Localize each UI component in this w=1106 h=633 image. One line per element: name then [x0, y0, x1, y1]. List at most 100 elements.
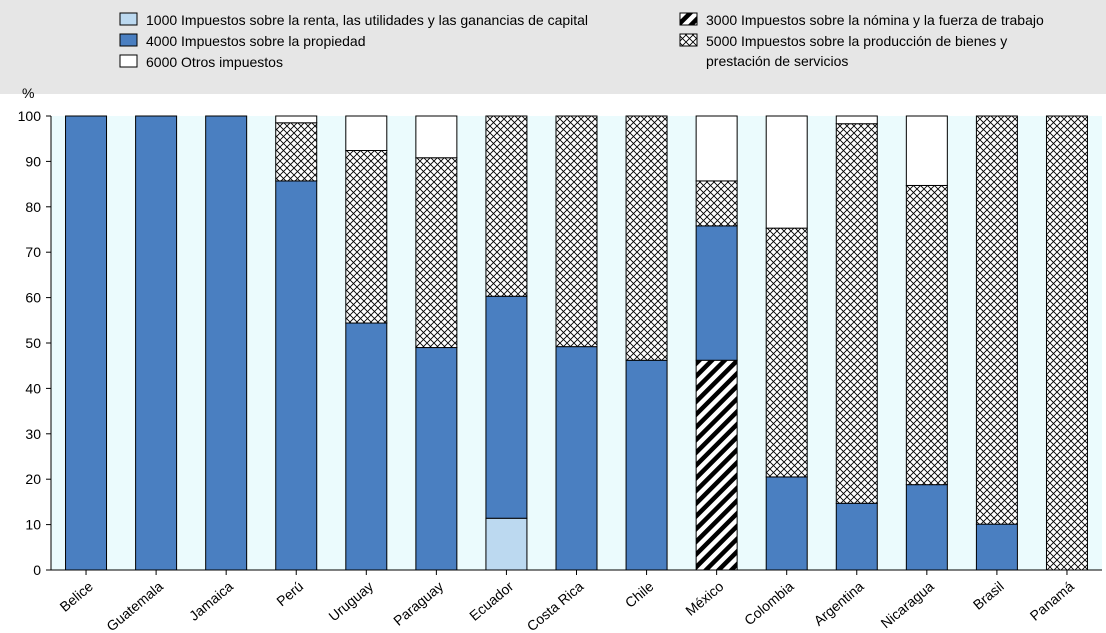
bar-stack-guatemala — [135, 115, 178, 571]
x-tick-label: Uruguay — [325, 578, 376, 624]
plot-stripe — [807, 116, 837, 570]
bar-segment-5000 — [555, 115, 598, 348]
bar-segment-5000 — [765, 227, 808, 478]
bar-stack-ecuador — [485, 115, 528, 571]
plot-stripe — [667, 116, 697, 570]
legend-swatch-4000 — [119, 33, 138, 47]
bar-segment-4000 — [135, 115, 178, 571]
bar-segment-6000 — [345, 115, 388, 152]
y-axis-unit: % — [22, 85, 34, 101]
x-tick-label: Brasil — [970, 578, 1007, 613]
plot-stripe — [316, 116, 346, 570]
bar-segment-6000 — [835, 115, 878, 125]
bar-segment-6000 — [695, 115, 738, 182]
bar-segment-4000 — [555, 346, 598, 571]
bar-stack-panamá — [1045, 115, 1088, 571]
x-tick-label: Nicaragua — [878, 578, 937, 631]
bar-segment-4000 — [695, 225, 738, 361]
bar-stack-perú — [275, 115, 318, 571]
plot-stripe — [526, 116, 556, 570]
bar-segment-5000 — [345, 150, 388, 324]
bar-segment-3000 — [695, 359, 738, 571]
bar-stack-uruguay — [345, 115, 388, 571]
y-tick-label: 80 — [25, 199, 41, 215]
bar-segment-4000 — [485, 295, 528, 519]
x-tick-label: Costa Rica — [524, 578, 587, 633]
legend: 1000 Impuestos sobre la renta, las utili… — [0, 0, 1106, 94]
bar-segment-6000 — [275, 115, 318, 124]
bar-stack-colombia — [765, 115, 808, 571]
plot-stripe — [386, 116, 416, 570]
bar-segment-1000 — [485, 517, 528, 571]
bar-segment-4000 — [975, 523, 1018, 571]
bar-segment-4000 — [415, 347, 458, 571]
legend-label-6000: 6000 Otros impuestos — [146, 54, 283, 70]
bar-segment-6000 — [765, 115, 808, 229]
plot-stripe — [1087, 116, 1102, 570]
y-tick-label: 0 — [33, 562, 41, 578]
plot-stripe — [246, 116, 276, 570]
bar-stack-méxico — [695, 115, 738, 571]
plot-stripe — [1017, 116, 1047, 570]
bar-segment-4000 — [765, 476, 808, 571]
plot-stripe — [106, 116, 136, 570]
legend-swatch-6000 — [119, 54, 138, 68]
bar-stack-argentina — [835, 115, 878, 571]
bar-stack-nicaragua — [905, 115, 948, 571]
bar-segment-5000 — [905, 184, 948, 486]
y-tick-label: 10 — [25, 517, 41, 533]
x-tick-label: Paraguay — [390, 578, 446, 629]
bar-stack-brasil — [975, 115, 1018, 571]
legend-swatch-1000 — [119, 12, 138, 26]
plot-stripe — [947, 116, 977, 570]
y-tick-label: 50 — [25, 335, 41, 351]
legend-swatch-3000 — [679, 12, 698, 26]
bar-segment-5000 — [1045, 115, 1088, 571]
bar-segment-5000 — [625, 115, 668, 361]
legend-label-5000: prestación de servicios — [706, 53, 848, 69]
bar-segment-5000 — [975, 115, 1018, 525]
bar-stack-belice — [65, 115, 108, 571]
x-tick-label: Argentina — [810, 578, 866, 629]
legend-label-1000: 1000 Impuestos sobre la renta, las utili… — [146, 12, 588, 28]
bar-segment-5000 — [695, 180, 738, 227]
y-tick-label: 30 — [25, 426, 41, 442]
legend-label-5000: 5000 Impuestos sobre la producción de bi… — [706, 33, 1007, 49]
bar-segment-6000 — [415, 115, 458, 159]
legend-label-4000: 4000 Impuestos sobre la propiedad — [146, 33, 365, 49]
bar-stack-paraguay — [415, 115, 458, 571]
bar-segment-5000 — [835, 123, 878, 504]
x-tick-label: Ecuador — [466, 578, 516, 624]
y-tick-label: 60 — [25, 290, 41, 306]
x-tick-label: Colombia — [741, 578, 797, 628]
bar-stack-costa-rica — [555, 115, 598, 571]
bar-segment-6000 — [905, 115, 948, 186]
y-tick-label: 70 — [25, 244, 41, 260]
bar-segment-4000 — [345, 322, 388, 571]
plot-stripe — [176, 116, 206, 570]
x-tick-label: Jamaica — [186, 578, 236, 624]
bar-segment-4000 — [625, 359, 668, 571]
x-tick-label: México — [682, 578, 726, 619]
bar-segment-4000 — [205, 115, 248, 571]
bar-segment-4000 — [905, 484, 948, 571]
x-tick-label: Guatemala — [103, 578, 166, 633]
y-tick-label: 90 — [25, 153, 41, 169]
plot-stripe — [877, 116, 907, 570]
bar-stack-jamaica — [205, 115, 248, 571]
plot-stripe — [597, 116, 627, 570]
x-tick-label: Perú — [273, 578, 306, 609]
legend-label-3000: 3000 Impuestos sobre la nómina y la fuer… — [706, 12, 1044, 28]
legend-swatch-5000 — [679, 33, 698, 47]
x-tick-label: Panamá — [1027, 578, 1077, 624]
bar-segment-5000 — [485, 115, 528, 297]
bar-segment-4000 — [65, 115, 108, 571]
y-tick-label: 100 — [18, 108, 42, 124]
bar-segment-5000 — [415, 157, 458, 349]
y-tick-label: 20 — [25, 471, 41, 487]
bar-segment-4000 — [835, 502, 878, 571]
plot-stripe — [456, 116, 486, 570]
bars — [65, 115, 1088, 571]
bar-segment-5000 — [275, 122, 318, 182]
